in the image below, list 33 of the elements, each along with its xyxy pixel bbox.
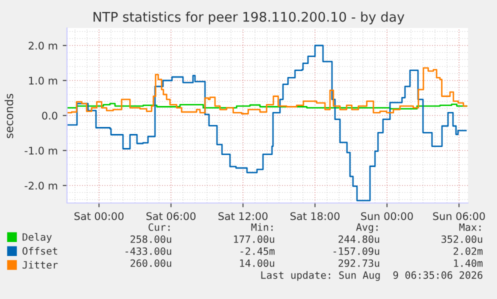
text: Min: (251, 223, 273, 231)
x-tick-label: Sun 00:00 (361, 212, 413, 220)
text: 14.00u (240, 259, 274, 267)
text: 352.00u (442, 235, 482, 243)
y-tick-label: -1.0 m (24, 146, 58, 155)
text: 260.00u (130, 259, 172, 267)
y-tick-label: 0.0 (42, 112, 58, 120)
x-tick-label: Sat 18:00 (290, 212, 340, 220)
legend-label: Offset (22, 246, 58, 255)
y-axis-title: seconds (4, 94, 14, 138)
x-tick-label: Sat 12:00 (218, 212, 268, 220)
x-tick-label: Sat 06:00 (146, 212, 196, 220)
chart-title: NTP statistics for peer 198.110.200.10 - by day (94, 12, 404, 24)
text: 244.80u (338, 235, 380, 243)
x-tick-label: Sun 06:00 (433, 212, 485, 220)
text: 292.73u (338, 259, 380, 267)
text: Last update: Sun Aug 9 06:35:06 2026 (261, 271, 482, 281)
text: Avg: (356, 223, 378, 233)
text: -2.45m (240, 247, 275, 255)
y-tick-label: -2.0 m (24, 182, 58, 190)
text: Cur: (148, 223, 170, 231)
x-tick-label: Sat 00:00 (74, 212, 124, 220)
text: 2.02m (454, 247, 483, 255)
y-tick-label: 1.0 m (29, 76, 58, 85)
legend-label: Jitter (22, 260, 58, 269)
legend-label: Delay (22, 233, 52, 243)
text: -157.09u (334, 247, 380, 255)
text: Max: (459, 223, 481, 231)
text: 1.40m (454, 259, 483, 267)
text: 177.00u (234, 235, 274, 243)
text: 258.00u (130, 235, 172, 243)
y-tick-label: 2.0 m (28, 42, 58, 50)
text: -433.00u (126, 247, 172, 255)
